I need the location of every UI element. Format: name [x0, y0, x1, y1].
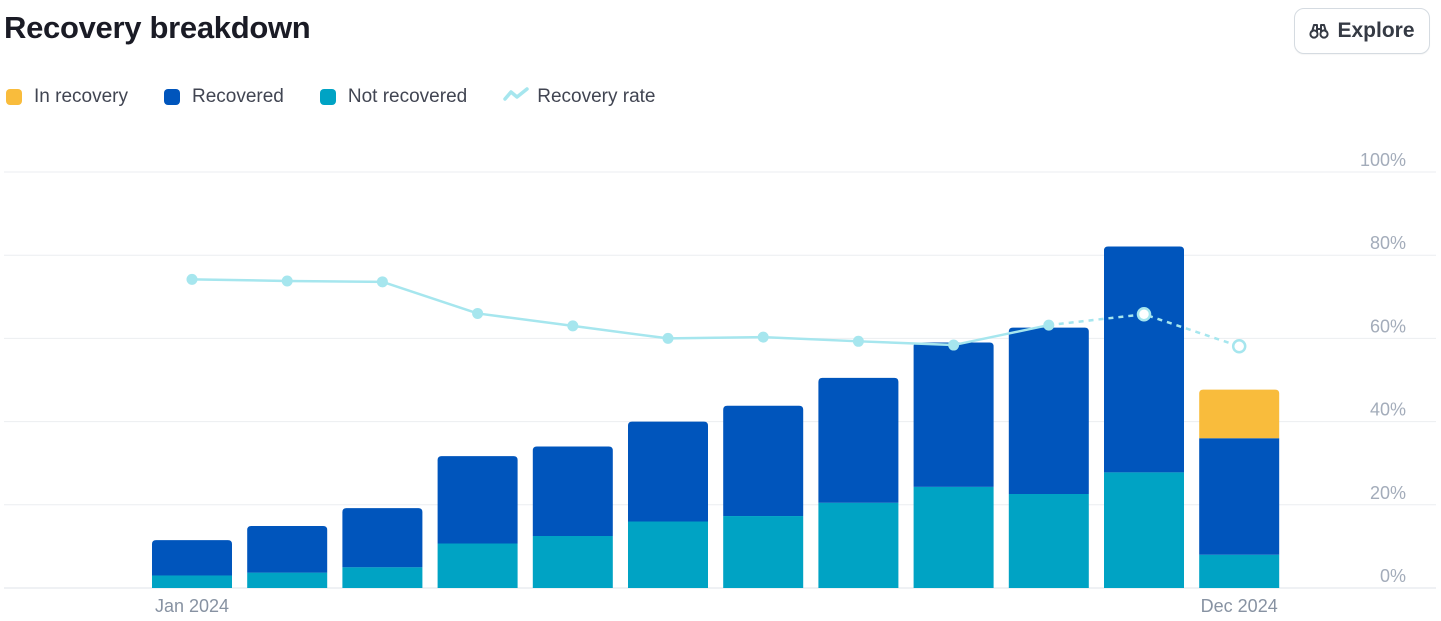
- x-tick-label: Dec 2024: [1201, 596, 1278, 616]
- binoculars-icon: [1309, 22, 1330, 40]
- legend-item-recovered[interactable]: Recovered: [163, 86, 284, 108]
- recovery-rate-line-projected: [1048, 312, 1240, 348]
- legend-item-not-recovered[interactable]: Not recovered: [319, 86, 468, 108]
- line-chart-icon: [503, 86, 529, 108]
- bar-recovered: [1104, 246, 1184, 473]
- bar-recovered: [1008, 327, 1089, 494]
- x-tick-label: Jan 2024: [155, 596, 229, 616]
- bar-recovered: [437, 456, 518, 544]
- bar-recovered: [1199, 438, 1280, 555]
- recovery-rate-point: [376, 276, 388, 288]
- legend-label: Recovery rate: [537, 86, 656, 107]
- bar-not-recovered: [1199, 554, 1280, 588]
- page-title: Recovery breakdown: [4, 10, 311, 45]
- recovery-rate-point: [757, 331, 769, 343]
- legend-swatch-in-recovery: [6, 89, 22, 105]
- bar-recovered: [152, 540, 232, 576]
- recovery-rate-point: [948, 339, 960, 351]
- recovery-rate-point: [1043, 319, 1055, 331]
- legend-swatch-recovered: [163, 89, 180, 105]
- bar-not-recovered: [1104, 472, 1184, 588]
- legend-item-recovery-rate[interactable]: Recovery rate: [503, 86, 656, 108]
- recovery-rate-line: [191, 278, 1050, 347]
- bar-not-recovered: [818, 502, 899, 588]
- bar-not-recovered: [913, 486, 994, 588]
- legend-swatch-not-recovered: [319, 89, 336, 105]
- bar-in-recovery: [1199, 389, 1280, 439]
- bar-recovered: [247, 526, 328, 573]
- legend-label: In recovery: [34, 86, 128, 107]
- legend-item-in-recovery[interactable]: In recovery: [6, 86, 128, 108]
- bar-not-recovered: [532, 536, 613, 588]
- bar-recovered: [342, 508, 423, 568]
- legend-label: Not recovered: [347, 86, 468, 107]
- bar-not-recovered: [723, 516, 804, 588]
- bar-not-recovered: [1008, 493, 1089, 588]
- recovery-rate-point: [852, 335, 864, 347]
- y-tick-label: 40%: [1370, 400, 1406, 420]
- recovery-chart: 0% 20% 40% 60% 80% 100% Jan 2024 Dec 2024: [4, 150, 1436, 616]
- bar-recovered: [628, 421, 708, 522]
- y-tick-label: 20%: [1370, 483, 1406, 503]
- explore-button-label: Explore: [1337, 19, 1415, 42]
- bar-not-recovered: [247, 572, 328, 588]
- bar-not-recovered: [152, 575, 232, 588]
- bar-recovered: [818, 377, 899, 503]
- recovery-rate-point: [662, 332, 674, 344]
- bar-not-recovered: [342, 567, 423, 588]
- recovery-rate-point: [1231, 339, 1247, 354]
- recovery-rate-point: [567, 320, 579, 332]
- bar-recovered: [913, 342, 994, 487]
- chart-legend: In recovery Recovered Not recovered Reco…: [6, 86, 692, 108]
- y-tick-label: 0%: [1380, 566, 1406, 586]
- bar-not-recovered: [437, 543, 518, 588]
- y-tick-label: 60%: [1370, 316, 1406, 336]
- legend-label: Recovered: [191, 86, 284, 107]
- recovery-rate-point: [472, 307, 484, 319]
- bar-not-recovered: [628, 521, 708, 588]
- bar-recovered: [532, 446, 613, 536]
- explore-button[interactable]: Explore: [1294, 8, 1430, 54]
- bar-recovered: [723, 405, 804, 517]
- recovery-rate-point: [186, 273, 198, 285]
- y-tick-label: 80%: [1370, 233, 1406, 253]
- recovery-rate-point: [281, 275, 293, 287]
- recovery-rate-point: [1136, 307, 1152, 322]
- y-tick-label: 100%: [1360, 150, 1406, 170]
